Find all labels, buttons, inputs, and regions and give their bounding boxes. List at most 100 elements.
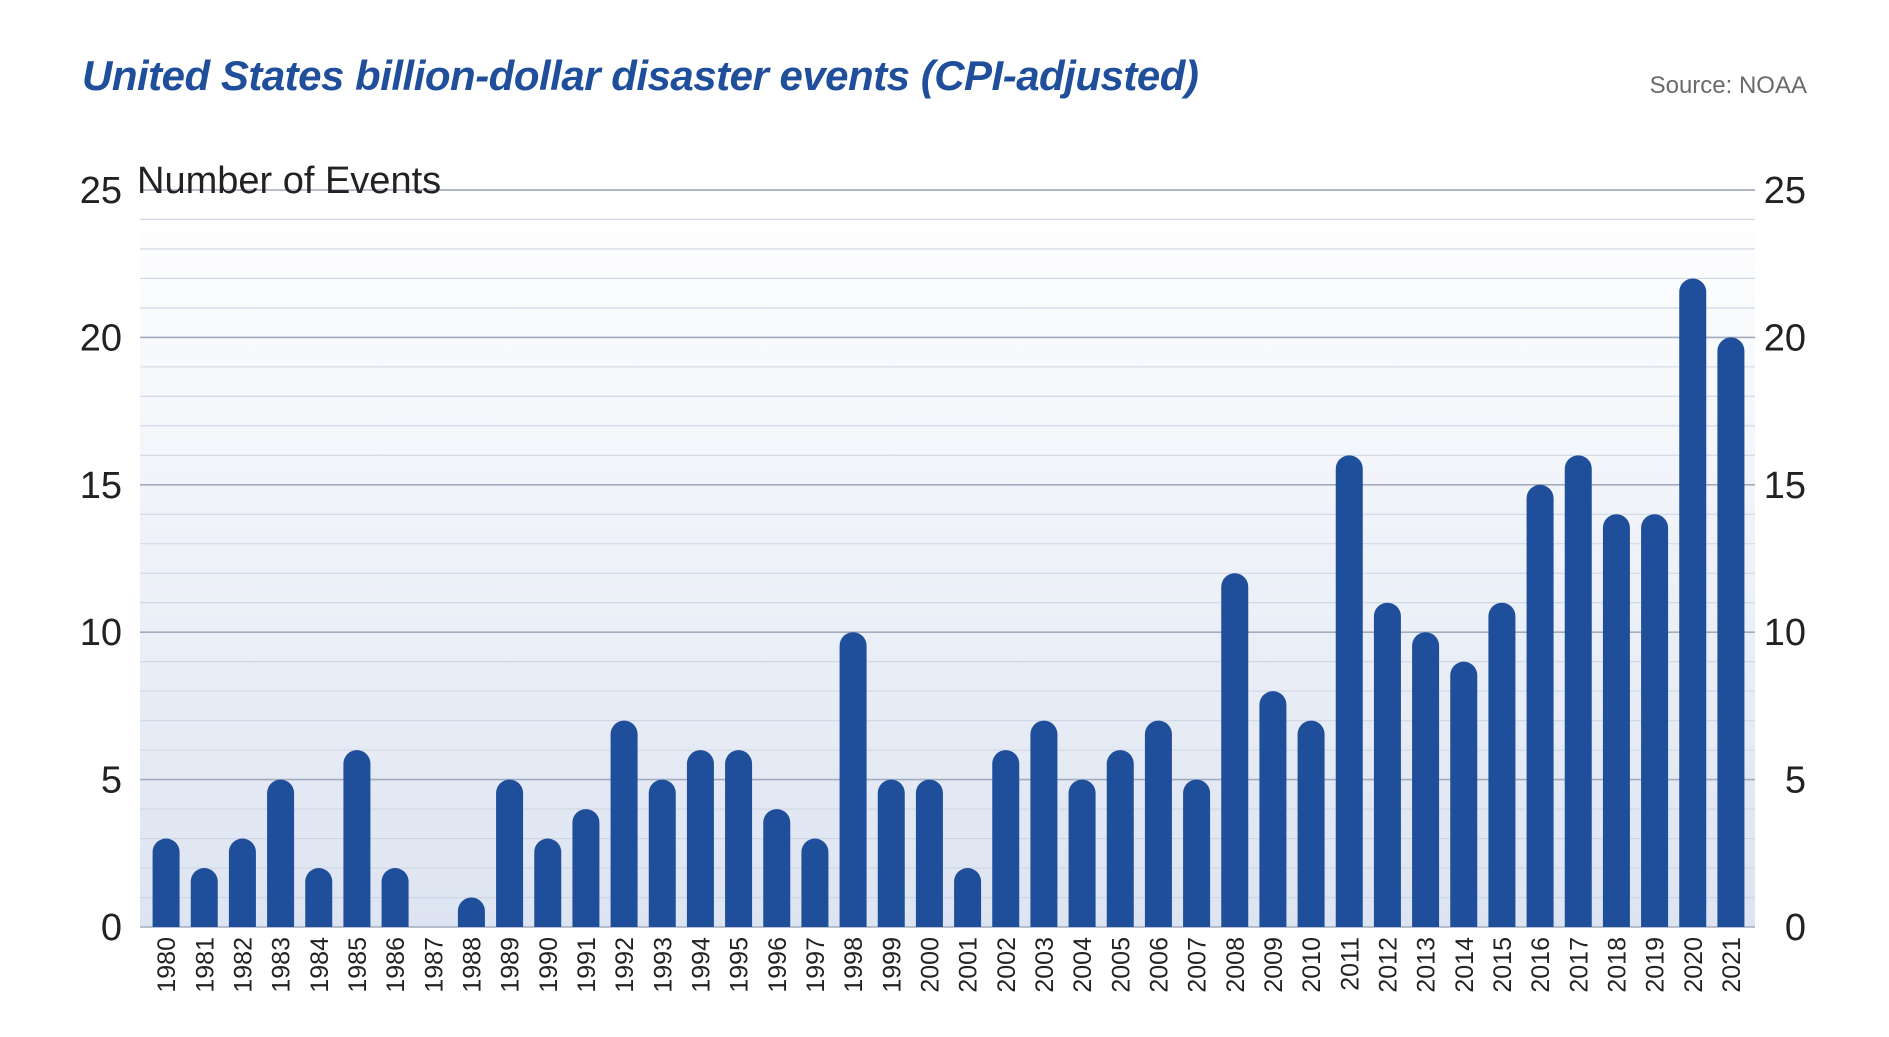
x-tick-2018: 2018 bbox=[1603, 937, 1631, 993]
x-tick-2007: 2007 bbox=[1184, 937, 1212, 993]
x-tick-2004: 2004 bbox=[1069, 937, 1097, 993]
x-tick-2003: 2003 bbox=[1031, 937, 1059, 993]
x-tick-2011: 2011 bbox=[1336, 937, 1364, 991]
bar-2013 bbox=[1412, 632, 1440, 927]
bar-1989 bbox=[496, 779, 524, 927]
bar-2001 bbox=[954, 868, 982, 927]
bar-1986 bbox=[381, 868, 409, 927]
x-tick-2020: 2020 bbox=[1680, 937, 1708, 993]
bar-2015 bbox=[1488, 602, 1516, 927]
y-tick-left-5: 5 bbox=[101, 760, 122, 802]
x-tick-2001: 2001 bbox=[955, 937, 983, 993]
y-tick-left-10: 10 bbox=[80, 612, 122, 654]
bar-1991 bbox=[572, 809, 600, 927]
bar-1980 bbox=[152, 838, 180, 927]
bar-1994 bbox=[686, 750, 714, 927]
bar-2005 bbox=[1106, 750, 1134, 927]
y-axis-title: Number of Events bbox=[137, 160, 441, 202]
bar-2017 bbox=[1564, 455, 1592, 927]
x-tick-1986: 1986 bbox=[382, 937, 410, 993]
x-tick-2006: 2006 bbox=[1145, 937, 1173, 993]
bar-2016 bbox=[1526, 484, 1554, 927]
x-tick-2000: 2000 bbox=[916, 937, 944, 993]
bar-2000 bbox=[915, 779, 943, 927]
y-tick-right-0: 0 bbox=[1785, 907, 1806, 949]
bar-2007 bbox=[1183, 779, 1211, 927]
x-tick-1990: 1990 bbox=[535, 937, 563, 993]
gridlines bbox=[140, 189, 1755, 928]
bar-1995 bbox=[725, 750, 753, 927]
x-tick-1989: 1989 bbox=[497, 937, 525, 993]
bar-2018 bbox=[1602, 514, 1630, 927]
x-tick-1982: 1982 bbox=[229, 937, 257, 993]
bar-2012 bbox=[1373, 602, 1401, 927]
bar-2003 bbox=[1030, 720, 1058, 927]
bar-1985 bbox=[343, 750, 371, 927]
bar-2002 bbox=[992, 750, 1020, 927]
bars bbox=[152, 278, 1745, 927]
x-tick-1993: 1993 bbox=[649, 937, 677, 993]
source-note: Source: NOAA bbox=[1649, 72, 1807, 99]
bar-1984 bbox=[305, 868, 333, 927]
x-axis: 1980 1981 1982 1983 1984 1985 1986 1987 1988 1989… bbox=[153, 937, 1746, 993]
x-tick-1980: 1980 bbox=[153, 937, 181, 993]
y-tick-right-5: 5 bbox=[1785, 760, 1806, 802]
bar-2020 bbox=[1679, 278, 1707, 927]
y-tick-right-15: 15 bbox=[1764, 465, 1806, 507]
bar-1999 bbox=[877, 779, 905, 927]
bar-1993 bbox=[648, 779, 676, 927]
x-tick-1995: 1995 bbox=[726, 937, 754, 993]
bar-1988 bbox=[457, 897, 485, 927]
bar-2011 bbox=[1335, 455, 1363, 927]
x-tick-1992: 1992 bbox=[611, 937, 639, 993]
x-tick-2008: 2008 bbox=[1222, 937, 1250, 993]
x-tick-2013: 2013 bbox=[1413, 937, 1441, 993]
bar-2014 bbox=[1450, 661, 1478, 927]
x-tick-2010: 2010 bbox=[1298, 937, 1326, 993]
plot-background bbox=[140, 190, 1755, 927]
x-tick-2021: 2021 bbox=[1718, 937, 1746, 993]
x-tick-1984: 1984 bbox=[306, 937, 334, 993]
bar-2010 bbox=[1297, 720, 1325, 927]
bar-1982 bbox=[228, 838, 256, 927]
y-tick-left-25: 25 bbox=[80, 170, 122, 212]
x-tick-2014: 2014 bbox=[1451, 937, 1479, 993]
bar-1990 bbox=[534, 838, 562, 927]
y-tick-right-25: 25 bbox=[1764, 170, 1806, 212]
x-tick-1997: 1997 bbox=[802, 937, 830, 993]
x-tick-1991: 1991 bbox=[573, 937, 601, 993]
x-tick-1999: 1999 bbox=[878, 937, 906, 993]
x-tick-1996: 1996 bbox=[764, 937, 792, 993]
y-tick-left-0: 0 bbox=[101, 907, 122, 949]
bar-2021 bbox=[1717, 337, 1745, 927]
bar-2004 bbox=[1068, 779, 1096, 927]
x-tick-1988: 1988 bbox=[458, 937, 486, 993]
y-tick-right-20: 20 bbox=[1764, 317, 1806, 359]
x-tick-2019: 2019 bbox=[1642, 937, 1670, 993]
x-tick-1987: 1987 bbox=[420, 937, 448, 993]
bar-1992 bbox=[610, 720, 638, 927]
bar-2019 bbox=[1641, 514, 1669, 927]
y-tick-left-20: 20 bbox=[80, 317, 122, 359]
bar-1981 bbox=[190, 868, 218, 927]
x-tick-2017: 2017 bbox=[1565, 937, 1593, 993]
bar-1996 bbox=[763, 809, 791, 927]
x-tick-2009: 2009 bbox=[1260, 937, 1288, 993]
bar-2006 bbox=[1144, 720, 1172, 927]
y-tick-left-15: 15 bbox=[80, 465, 122, 507]
x-tick-1985: 1985 bbox=[344, 937, 372, 993]
bar-2009 bbox=[1259, 691, 1287, 927]
y-axis-right: 0 5 10 15 20 25 bbox=[1764, 170, 1806, 949]
x-tick-1981: 1981 bbox=[191, 937, 219, 993]
bar-1983 bbox=[267, 779, 295, 927]
bar-1997 bbox=[801, 838, 829, 927]
x-tick-2005: 2005 bbox=[1107, 937, 1135, 993]
y-axis-left: 0 5 10 15 20 25 bbox=[80, 170, 122, 949]
x-tick-2016: 2016 bbox=[1527, 937, 1555, 993]
bar-2008 bbox=[1221, 573, 1249, 927]
x-tick-2012: 2012 bbox=[1374, 937, 1402, 993]
x-tick-1983: 1983 bbox=[268, 937, 296, 993]
x-tick-2015: 2015 bbox=[1489, 937, 1517, 993]
x-tick-1998: 1998 bbox=[840, 937, 868, 993]
